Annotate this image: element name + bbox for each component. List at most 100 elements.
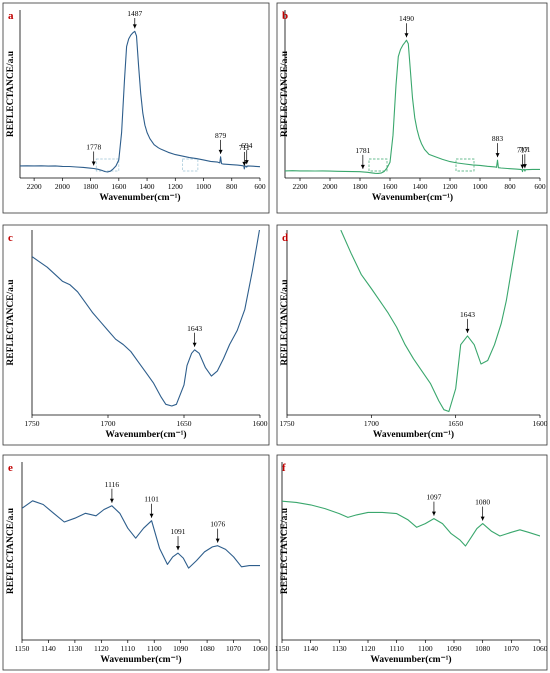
- annotation-label-e: 1076: [210, 520, 225, 529]
- x-tick-label-b: 1200: [443, 182, 458, 191]
- x-tick-label-e: 1130: [68, 644, 83, 653]
- annotation-label-e: 1101: [144, 495, 159, 504]
- x-tick-label-f: 1090: [447, 644, 462, 653]
- x-tick-label-f: 1130: [332, 644, 347, 653]
- panel-letter-f: f: [282, 462, 286, 474]
- x-tick-label-e: 1100: [147, 644, 162, 653]
- annotation-label-a: 711: [239, 143, 250, 152]
- y-axis-title-d: REFLECTANCE/a.u: [280, 279, 290, 366]
- annotation-arrowhead-b: [522, 164, 527, 169]
- annotation-label-b: 701: [519, 145, 531, 154]
- annotation-label-a: 1487: [127, 9, 142, 18]
- x-tick-label-a: 1200: [168, 182, 183, 191]
- panel-frame-e: [2, 454, 270, 671]
- x-axis-title-b: Wavenumber(cm⁻¹): [372, 192, 453, 203]
- x-tick-label-f: 1080: [475, 644, 490, 653]
- zoom-region-box-b: [368, 158, 388, 172]
- x-tick-label-b: 800: [504, 182, 516, 191]
- annotation-label-b: 1781: [355, 146, 370, 155]
- annotation-arrowhead-f: [431, 511, 436, 516]
- y-axis-title-c: REFLECTANCE/a.u: [6, 279, 16, 366]
- spectrum-line-f: [282, 500, 540, 547]
- annotation-arrowhead-e: [109, 498, 114, 503]
- annotation-arrowhead-b: [520, 164, 525, 169]
- x-tick-label-d: 1750: [280, 419, 295, 428]
- x-tick-label-e: 1150: [15, 644, 30, 653]
- x-tick-label-b: 1400: [413, 182, 428, 191]
- x-tick-label-b: 1600: [383, 182, 398, 191]
- annotation-label-a: 879: [215, 131, 227, 140]
- x-tick-label-f: 1110: [389, 644, 404, 653]
- annotation-label-a: 694: [241, 141, 253, 150]
- x-tick-label-f: 1140: [303, 644, 318, 653]
- annotation-label-e: 1116: [105, 480, 120, 489]
- panel-frame-b: [276, 2, 548, 214]
- annotation-label-e: 1091: [171, 527, 186, 536]
- annotation-label-b: 1490: [399, 14, 414, 23]
- spectrum-line-c: [32, 230, 260, 407]
- x-tick-label-a: 2200: [27, 182, 42, 191]
- x-tick-label-b: 2000: [323, 182, 338, 191]
- spectrum-line-b: [285, 39, 540, 174]
- annotation-arrowhead-a: [218, 149, 223, 154]
- x-tick-label-b: 1800: [353, 182, 368, 191]
- annotation-label-f: 1080: [475, 498, 490, 507]
- annotation-label-b: 883: [492, 134, 504, 143]
- annotation-arrowhead-e: [149, 513, 154, 518]
- x-tick-label-f: 1150: [275, 644, 290, 653]
- x-tick-label-e: 1110: [121, 644, 136, 653]
- y-axis-title-e: REFLECTANCE/a.u: [6, 507, 16, 594]
- panel-letter-e: e: [8, 462, 13, 474]
- x-tick-label-d: 1700: [364, 419, 379, 428]
- panel-frame-c: [2, 224, 270, 446]
- x-axis-title-f: Wavenumber(cm⁻¹): [370, 654, 451, 665]
- annotation-label-f: 1097: [426, 493, 441, 502]
- annotation-arrowhead-f: [480, 516, 485, 521]
- annotation-arrowhead-a: [244, 160, 249, 165]
- x-tick-label-a: 2000: [55, 182, 70, 191]
- x-tick-label-b: 2200: [293, 182, 308, 191]
- annotation-arrowhead-b: [360, 164, 365, 169]
- x-tick-label-e: 1140: [41, 644, 56, 653]
- x-tick-label-e: 1060: [253, 644, 268, 653]
- x-tick-label-f: 1070: [504, 644, 519, 653]
- annotation-arrowhead-b: [404, 33, 409, 38]
- x-tick-label-b: 1000: [473, 182, 488, 191]
- annotation-label-a: 1778: [86, 142, 101, 151]
- annotation-arrowhead-e: [215, 538, 220, 543]
- y-axis-title-f: REFLECTANCE/a.u: [280, 507, 290, 594]
- zoom-region-box-a: [182, 158, 199, 172]
- panel-letter-d: d: [282, 232, 288, 244]
- x-tick-label-e: 1120: [94, 644, 109, 653]
- x-tick-label-e: 1070: [226, 644, 241, 653]
- x-tick-label-a: 1400: [140, 182, 155, 191]
- x-tick-label-a: 1800: [83, 182, 98, 191]
- x-axis-title-d: Wavenumber(cm⁻¹): [373, 429, 454, 440]
- x-axis-title-e: Wavenumber(cm⁻¹): [100, 654, 181, 665]
- panel-letter-b: b: [282, 10, 288, 22]
- panel-letter-a: a: [8, 10, 14, 22]
- x-tick-label-e: 1080: [200, 644, 215, 653]
- y-axis-title-a: REFLECTANCE/a.u: [6, 50, 16, 137]
- x-tick-label-f: 1060: [533, 644, 548, 653]
- annotation-arrowhead-a: [132, 24, 137, 29]
- panel-frame-d: [276, 224, 548, 446]
- annotation-arrowhead-c: [192, 342, 197, 347]
- x-axis-title-c: Wavenumber(cm⁻¹): [105, 429, 186, 440]
- panel-frame-f: [276, 454, 548, 671]
- annotation-arrowhead-a: [242, 161, 247, 166]
- x-tick-label-a: 800: [226, 182, 238, 191]
- annotation-label-b: 717: [517, 146, 529, 155]
- x-tick-label-a: 600: [254, 182, 266, 191]
- x-axis-title-a: Wavenumber(cm⁻¹): [99, 192, 180, 203]
- x-tick-label-d: 1600: [533, 419, 548, 428]
- x-tick-label-c: 1700: [101, 419, 116, 428]
- x-tick-label-a: 1000: [196, 182, 211, 191]
- x-tick-label-e: 1090: [173, 644, 188, 653]
- x-tick-label-b: 600: [534, 182, 546, 191]
- annotation-arrowhead-e: [176, 546, 181, 551]
- spectrum-line-e: [22, 500, 260, 569]
- annotation-label-c: 1643: [187, 324, 202, 333]
